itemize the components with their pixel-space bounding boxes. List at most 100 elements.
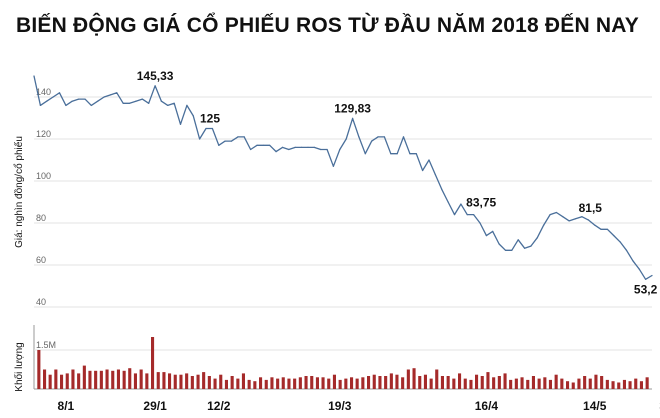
- price-point: [237, 136, 239, 138]
- price-point: [524, 247, 526, 249]
- volume-bar: [145, 373, 149, 389]
- price-point: [97, 100, 99, 102]
- volume-bar: [298, 377, 302, 389]
- volume-bars: [37, 337, 649, 389]
- volume-bar: [264, 379, 268, 389]
- volume-bar: [230, 376, 234, 389]
- price-y-tick-label: 60: [36, 255, 46, 265]
- volume-bar: [600, 376, 604, 389]
- volume-bar: [588, 378, 592, 389]
- price-point: [307, 146, 309, 148]
- volume-bar: [628, 381, 632, 389]
- price-annotation-label: 53,2: [634, 282, 658, 296]
- price-point: [498, 243, 500, 245]
- price-point: [543, 224, 545, 226]
- price-point: [606, 228, 609, 230]
- volume-bar: [639, 381, 643, 389]
- volume-bar: [480, 376, 484, 389]
- price-point: [409, 153, 411, 155]
- price-point: [186, 104, 188, 106]
- price-point: [211, 127, 213, 130]
- price-point: [358, 136, 360, 138]
- price-point: [428, 159, 430, 161]
- price-point: [129, 102, 131, 104]
- volume-bar: [571, 382, 575, 389]
- price-point: [109, 94, 112, 96]
- x-axis-ticks: 8/129/112/219/316/414/530/5: [58, 399, 660, 413]
- volume-bar: [520, 377, 524, 389]
- price-point: [269, 144, 271, 146]
- volume-bar: [560, 378, 564, 389]
- volume-bar: [168, 373, 172, 389]
- price-point: [141, 98, 143, 100]
- volume-bar: [605, 379, 609, 389]
- volume-bar: [514, 378, 518, 389]
- volume-bar: [190, 376, 194, 389]
- volume-bar: [503, 373, 507, 389]
- volume-bar: [281, 377, 285, 389]
- price-annotations: 145,33 125 129,83 83,75 81,5 53,2: [137, 69, 658, 296]
- price-point: [250, 148, 252, 151]
- price-point: [65, 104, 67, 106]
- price-point: [320, 148, 322, 151]
- volume-bar: [594, 374, 598, 389]
- volume-bar: [173, 374, 177, 389]
- volume-bar: [543, 377, 547, 389]
- price-point: [173, 102, 175, 104]
- volume-bar: [617, 382, 621, 389]
- volume-bar: [315, 377, 319, 389]
- price-point: [402, 136, 405, 138]
- price-point: [167, 104, 169, 106]
- price-point: [536, 237, 538, 239]
- volume-bar: [270, 377, 274, 389]
- price-point: [160, 100, 162, 102]
- volume-bar: [497, 376, 501, 389]
- price-point: [58, 92, 61, 94]
- volume-bar: [367, 376, 371, 389]
- volume-bar: [162, 372, 166, 389]
- price-point: [262, 144, 264, 146]
- price-point: [574, 218, 577, 220]
- price-point: [352, 117, 354, 119]
- price-point: [294, 146, 296, 148]
- volume-bar: [116, 369, 120, 389]
- volume-bar: [389, 373, 393, 389]
- volume-bar: [423, 374, 427, 389]
- price-point: [224, 140, 226, 142]
- x-tick-label: 19/3: [328, 399, 352, 413]
- volume-bar: [327, 378, 331, 389]
- price-y-tick-label: 40: [36, 297, 46, 307]
- price-point: [33, 75, 35, 77]
- price-annotation-label: 145,33: [137, 69, 174, 83]
- volume-panel: [33, 325, 652, 390]
- volume-bar: [54, 369, 58, 389]
- volume-bar: [469, 379, 473, 389]
- volume-bar: [458, 373, 462, 389]
- price-point: [466, 214, 468, 216]
- volume-bar: [224, 379, 228, 389]
- volume-bar: [418, 376, 422, 389]
- price-point: [179, 123, 182, 125]
- volume-bar: [179, 374, 183, 389]
- volume-y-ticks: 1.5M: [36, 340, 56, 350]
- price-point: [645, 278, 647, 280]
- x-tick-label: 14/5: [583, 399, 607, 413]
- volume-bar: [65, 373, 69, 389]
- price-annotation-label: 129,83: [334, 101, 371, 115]
- price-y-tick-label: 120: [36, 129, 51, 139]
- volume-bar: [287, 378, 291, 389]
- volume-y-tick-label: 1.5M: [36, 340, 56, 350]
- volume-bar: [151, 337, 155, 389]
- price-point: [504, 249, 507, 251]
- price-point: [517, 239, 519, 241]
- volume-bar: [492, 377, 496, 389]
- volume-bar: [526, 379, 530, 389]
- price-point: [218, 144, 220, 146]
- volume-bar: [276, 378, 280, 389]
- volume-bar: [435, 369, 439, 389]
- volume-bar: [355, 378, 359, 389]
- volume-bar: [219, 374, 223, 389]
- price-point: [453, 214, 456, 216]
- price-point: [46, 100, 48, 102]
- price-point: [326, 148, 328, 151]
